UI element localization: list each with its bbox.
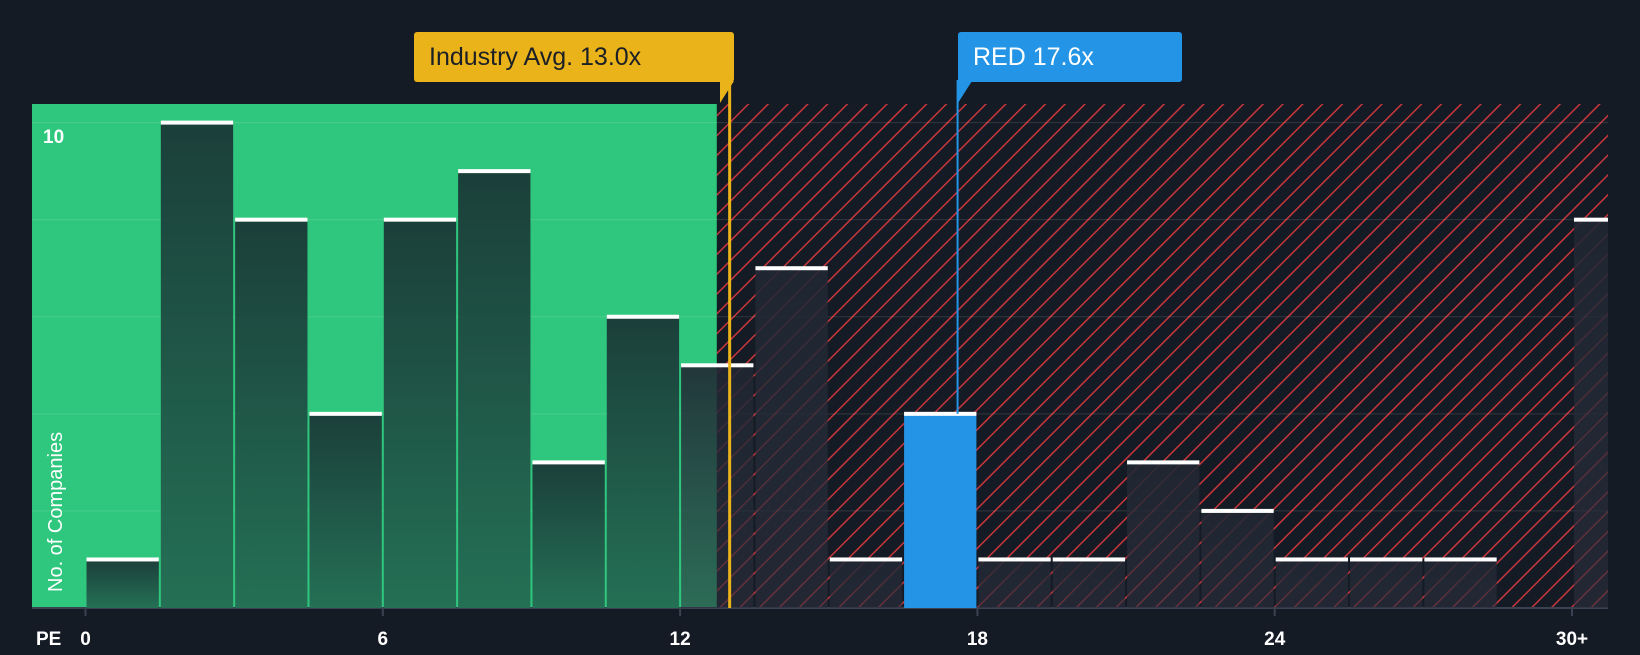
histogram-bar <box>755 268 828 608</box>
x-tick-label: 24 <box>1264 629 1286 650</box>
histogram-bar <box>1424 559 1497 608</box>
x-tick-label: 12 <box>670 629 691 650</box>
bar-cap <box>1424 557 1497 562</box>
bar-cap <box>1127 460 1200 465</box>
bar-cap <box>1201 508 1274 513</box>
bar-cap <box>458 169 531 174</box>
bar-cap <box>383 217 457 222</box>
x-tick-label: 18 <box>967 629 988 650</box>
industry-average-callout: Industry Avg. 13.0x <box>414 32 734 82</box>
histogram-bar <box>1350 559 1423 608</box>
bar-cap <box>160 120 234 125</box>
histogram-bar <box>1052 559 1126 608</box>
histogram-bar <box>1127 462 1200 608</box>
x-tick-label: 30+ <box>1556 629 1588 650</box>
bar-cap <box>904 411 977 416</box>
histogram-bar <box>86 559 159 608</box>
histogram-bar <box>681 365 754 608</box>
histogram-bar <box>606 316 680 608</box>
bar-cap <box>606 314 680 319</box>
bar-cap <box>235 217 308 222</box>
company-pe-callout: RED 17.6x <box>958 32 1182 82</box>
bar-cap <box>86 557 159 562</box>
histogram-bar <box>235 219 308 608</box>
bar-cap <box>755 266 828 271</box>
bar-cap <box>532 460 605 465</box>
histogram-bar <box>383 219 457 608</box>
bar-cap <box>1350 557 1423 562</box>
histogram-bar <box>1275 559 1349 608</box>
histogram-bar <box>829 559 903 608</box>
y-axis-label: No. of Companies <box>45 432 67 592</box>
bar-cap <box>829 557 903 562</box>
bar-cap <box>1574 217 1608 222</box>
bar-cap <box>1052 557 1126 562</box>
histogram-bar <box>309 413 382 608</box>
histogram-bar <box>458 171 531 608</box>
y-tick-label: 10 <box>43 127 64 148</box>
bar-cap <box>309 411 382 416</box>
bar-cap <box>1275 557 1349 562</box>
industry-callout-pointer <box>720 81 734 103</box>
company-callout-pointer <box>958 81 972 103</box>
company-bar <box>904 413 977 608</box>
x-axis-label: PE <box>36 629 61 650</box>
histogram-bar <box>532 462 605 608</box>
histogram-bar <box>1574 219 1608 608</box>
histogram-bar <box>160 122 234 608</box>
bar-cap <box>978 557 1051 562</box>
histogram-bar <box>978 559 1051 608</box>
x-tick-label: 0 <box>80 629 91 650</box>
histogram-bar <box>1201 510 1274 608</box>
bar-cap <box>681 363 754 368</box>
x-tick-label: 6 <box>378 629 389 650</box>
